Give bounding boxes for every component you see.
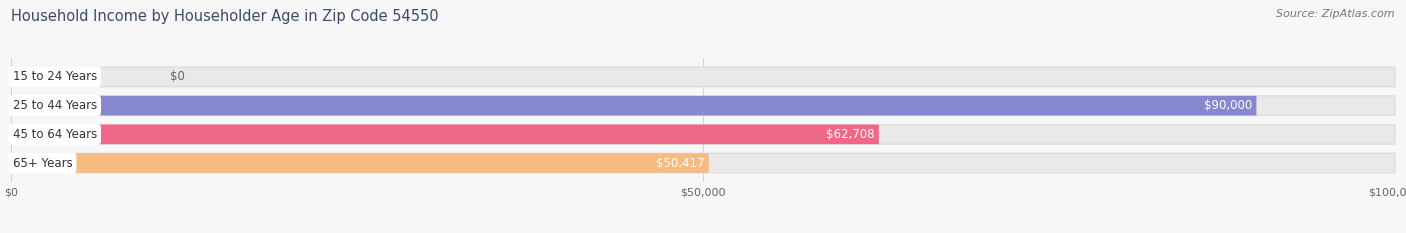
FancyBboxPatch shape: [11, 153, 709, 173]
Text: 15 to 24 Years: 15 to 24 Years: [13, 70, 97, 83]
FancyBboxPatch shape: [11, 153, 1395, 173]
Text: 45 to 64 Years: 45 to 64 Years: [13, 128, 97, 141]
Text: 65+ Years: 65+ Years: [13, 157, 72, 170]
Text: Source: ZipAtlas.com: Source: ZipAtlas.com: [1277, 9, 1395, 19]
FancyBboxPatch shape: [11, 125, 879, 144]
FancyBboxPatch shape: [11, 67, 1395, 87]
FancyBboxPatch shape: [11, 125, 1395, 144]
Text: $62,708: $62,708: [827, 128, 875, 141]
Text: $90,000: $90,000: [1204, 99, 1253, 112]
Text: 25 to 44 Years: 25 to 44 Years: [13, 99, 97, 112]
FancyBboxPatch shape: [11, 96, 1395, 115]
Text: $50,417: $50,417: [657, 157, 704, 170]
Text: Household Income by Householder Age in Zip Code 54550: Household Income by Householder Age in Z…: [11, 9, 439, 24]
Text: $0: $0: [170, 70, 186, 83]
FancyBboxPatch shape: [11, 96, 1257, 115]
